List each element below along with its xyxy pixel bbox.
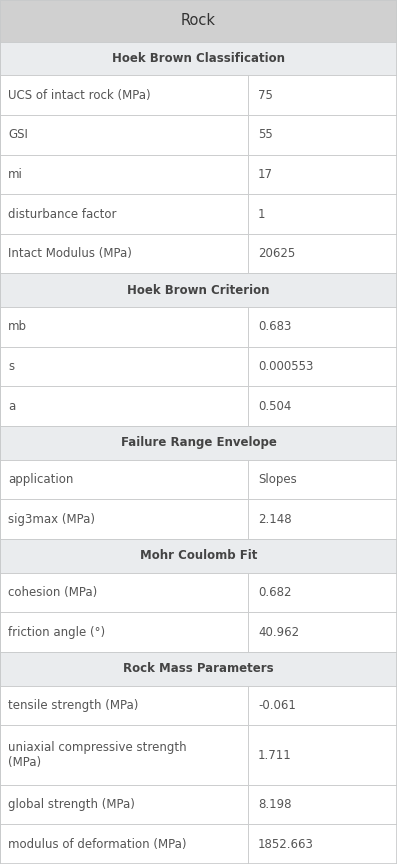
Text: 1: 1 bbox=[258, 207, 266, 220]
Text: 17: 17 bbox=[258, 168, 273, 181]
Bar bbox=[0, 460, 248, 499]
Bar bbox=[248, 613, 397, 652]
Bar bbox=[0, 499, 248, 539]
Bar bbox=[0, 234, 248, 274]
Bar bbox=[248, 686, 397, 725]
Text: modulus of deformation (MPa): modulus of deformation (MPa) bbox=[8, 838, 187, 851]
Text: 55: 55 bbox=[258, 128, 273, 141]
Bar bbox=[0, 785, 248, 824]
Bar bbox=[0, 41, 397, 75]
Bar bbox=[0, 274, 397, 308]
Bar bbox=[248, 115, 397, 155]
Text: Rock: Rock bbox=[181, 13, 216, 29]
Bar bbox=[248, 75, 397, 115]
Bar bbox=[0, 573, 248, 613]
Bar bbox=[248, 308, 397, 346]
Bar bbox=[248, 194, 397, 234]
Text: mb: mb bbox=[8, 321, 27, 334]
Text: 2.148: 2.148 bbox=[258, 512, 292, 525]
Bar bbox=[0, 539, 397, 573]
Text: 8.198: 8.198 bbox=[258, 798, 291, 811]
Bar bbox=[0, 194, 248, 234]
Bar bbox=[248, 824, 397, 864]
Text: cohesion (MPa): cohesion (MPa) bbox=[8, 586, 97, 599]
Bar bbox=[0, 824, 248, 864]
Text: Intact Modulus (MPa): Intact Modulus (MPa) bbox=[8, 247, 132, 260]
Bar bbox=[248, 785, 397, 824]
Text: -0.061: -0.061 bbox=[258, 699, 296, 712]
Bar bbox=[0, 155, 248, 194]
Text: uniaxial compressive strength
(MPa): uniaxial compressive strength (MPa) bbox=[8, 741, 187, 769]
Bar bbox=[248, 499, 397, 539]
Text: GSI: GSI bbox=[8, 128, 28, 141]
Text: a: a bbox=[8, 400, 15, 413]
Text: 0.683: 0.683 bbox=[258, 321, 291, 334]
Text: 40.962: 40.962 bbox=[258, 626, 299, 638]
Bar bbox=[248, 346, 397, 386]
Bar bbox=[0, 613, 248, 652]
Text: Failure Range Envelope: Failure Range Envelope bbox=[121, 436, 276, 449]
Text: disturbance factor: disturbance factor bbox=[8, 207, 116, 220]
Bar bbox=[0, 426, 397, 460]
Bar bbox=[248, 234, 397, 274]
Text: global strength (MPa): global strength (MPa) bbox=[8, 798, 135, 811]
Bar bbox=[248, 573, 397, 613]
Text: friction angle (°): friction angle (°) bbox=[8, 626, 105, 638]
Text: 0.682: 0.682 bbox=[258, 586, 291, 599]
Bar bbox=[0, 115, 248, 155]
Bar bbox=[0, 386, 248, 426]
Text: Rock Mass Parameters: Rock Mass Parameters bbox=[123, 663, 274, 676]
Bar bbox=[248, 725, 397, 785]
Bar bbox=[248, 386, 397, 426]
Text: 20625: 20625 bbox=[258, 247, 295, 260]
Text: 0.504: 0.504 bbox=[258, 400, 291, 413]
Bar bbox=[0, 0, 397, 41]
Bar bbox=[248, 460, 397, 499]
Bar bbox=[0, 346, 248, 386]
Text: Hoek Brown Criterion: Hoek Brown Criterion bbox=[127, 283, 270, 297]
Text: Mohr Coulomb Fit: Mohr Coulomb Fit bbox=[140, 550, 257, 562]
Bar bbox=[0, 725, 248, 785]
Text: 75: 75 bbox=[258, 89, 273, 102]
Text: 1852.663: 1852.663 bbox=[258, 838, 314, 851]
Text: sig3max (MPa): sig3max (MPa) bbox=[8, 512, 95, 525]
Bar bbox=[248, 155, 397, 194]
Bar bbox=[0, 686, 248, 725]
Text: 1.711: 1.711 bbox=[258, 748, 292, 761]
Text: 0.000553: 0.000553 bbox=[258, 360, 313, 373]
Bar bbox=[0, 75, 248, 115]
Text: mi: mi bbox=[8, 168, 23, 181]
Text: UCS of intact rock (MPa): UCS of intact rock (MPa) bbox=[8, 89, 150, 102]
Bar bbox=[0, 652, 397, 686]
Text: tensile strength (MPa): tensile strength (MPa) bbox=[8, 699, 138, 712]
Text: Hoek Brown Classification: Hoek Brown Classification bbox=[112, 52, 285, 65]
Text: Slopes: Slopes bbox=[258, 473, 297, 486]
Text: s: s bbox=[8, 360, 14, 373]
Text: application: application bbox=[8, 473, 73, 486]
Bar bbox=[0, 308, 248, 346]
